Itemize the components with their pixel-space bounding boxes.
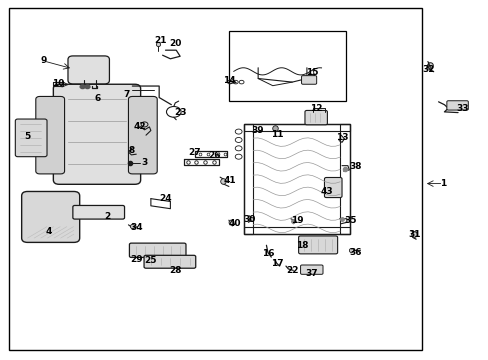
FancyBboxPatch shape bbox=[298, 236, 337, 254]
Text: 6: 6 bbox=[94, 94, 100, 103]
Text: 29: 29 bbox=[130, 255, 142, 264]
FancyBboxPatch shape bbox=[446, 101, 468, 110]
Bar bbox=[339, 125, 349, 234]
Text: 43: 43 bbox=[320, 187, 332, 196]
Circle shape bbox=[80, 85, 85, 89]
Text: 2: 2 bbox=[103, 212, 110, 221]
Text: 11: 11 bbox=[271, 130, 284, 139]
FancyBboxPatch shape bbox=[68, 56, 109, 84]
Text: 23: 23 bbox=[174, 108, 186, 117]
Bar bbox=[228, 31, 345, 101]
Text: 7: 7 bbox=[123, 90, 129, 99]
Text: 38: 38 bbox=[349, 162, 361, 171]
Text: 5: 5 bbox=[24, 132, 31, 141]
Text: 31: 31 bbox=[407, 230, 420, 239]
Text: 28: 28 bbox=[169, 266, 181, 275]
Text: 24: 24 bbox=[159, 194, 171, 203]
FancyBboxPatch shape bbox=[324, 177, 341, 198]
Text: 3: 3 bbox=[141, 158, 147, 167]
Text: 13: 13 bbox=[335, 133, 347, 142]
Text: 42: 42 bbox=[133, 122, 146, 131]
Text: 27: 27 bbox=[188, 148, 201, 157]
FancyBboxPatch shape bbox=[128, 96, 157, 174]
Text: 36: 36 bbox=[349, 248, 361, 257]
Text: 22: 22 bbox=[285, 266, 298, 275]
Text: 16: 16 bbox=[261, 249, 274, 258]
FancyBboxPatch shape bbox=[301, 76, 316, 84]
Text: 37: 37 bbox=[305, 269, 318, 278]
FancyBboxPatch shape bbox=[53, 84, 141, 184]
FancyBboxPatch shape bbox=[305, 111, 327, 125]
Text: 19: 19 bbox=[290, 216, 303, 225]
FancyBboxPatch shape bbox=[129, 243, 185, 257]
Text: 41: 41 bbox=[223, 176, 236, 185]
Bar bbox=[243, 227, 349, 234]
FancyBboxPatch shape bbox=[144, 255, 195, 268]
Text: 12: 12 bbox=[310, 104, 322, 113]
Text: 18: 18 bbox=[295, 241, 307, 250]
Circle shape bbox=[85, 85, 90, 89]
Text: 4: 4 bbox=[45, 228, 52, 237]
Text: 39: 39 bbox=[251, 126, 264, 135]
FancyBboxPatch shape bbox=[15, 119, 47, 157]
Text: 10: 10 bbox=[52, 80, 64, 89]
Text: 20: 20 bbox=[169, 39, 181, 48]
Text: 25: 25 bbox=[144, 256, 157, 265]
Text: 32: 32 bbox=[422, 65, 434, 74]
Text: 34: 34 bbox=[130, 223, 142, 232]
Bar bbox=[9, 8, 421, 350]
Text: 17: 17 bbox=[271, 259, 284, 268]
Text: 40: 40 bbox=[228, 219, 241, 228]
Bar bbox=[243, 125, 253, 234]
Bar bbox=[243, 125, 349, 234]
Text: 8: 8 bbox=[128, 146, 134, 155]
Bar bbox=[243, 125, 349, 131]
Text: 15: 15 bbox=[305, 68, 317, 77]
Text: 1: 1 bbox=[439, 179, 446, 188]
Text: 21: 21 bbox=[154, 36, 166, 45]
Text: 35: 35 bbox=[344, 216, 356, 225]
FancyBboxPatch shape bbox=[21, 192, 80, 242]
FancyBboxPatch shape bbox=[36, 96, 64, 174]
Text: 9: 9 bbox=[41, 57, 47, 66]
Text: 33: 33 bbox=[456, 104, 468, 113]
Text: 26: 26 bbox=[207, 151, 220, 160]
FancyBboxPatch shape bbox=[300, 265, 323, 274]
Text: 14: 14 bbox=[222, 76, 235, 85]
FancyBboxPatch shape bbox=[73, 206, 124, 219]
Text: 30: 30 bbox=[243, 215, 255, 224]
